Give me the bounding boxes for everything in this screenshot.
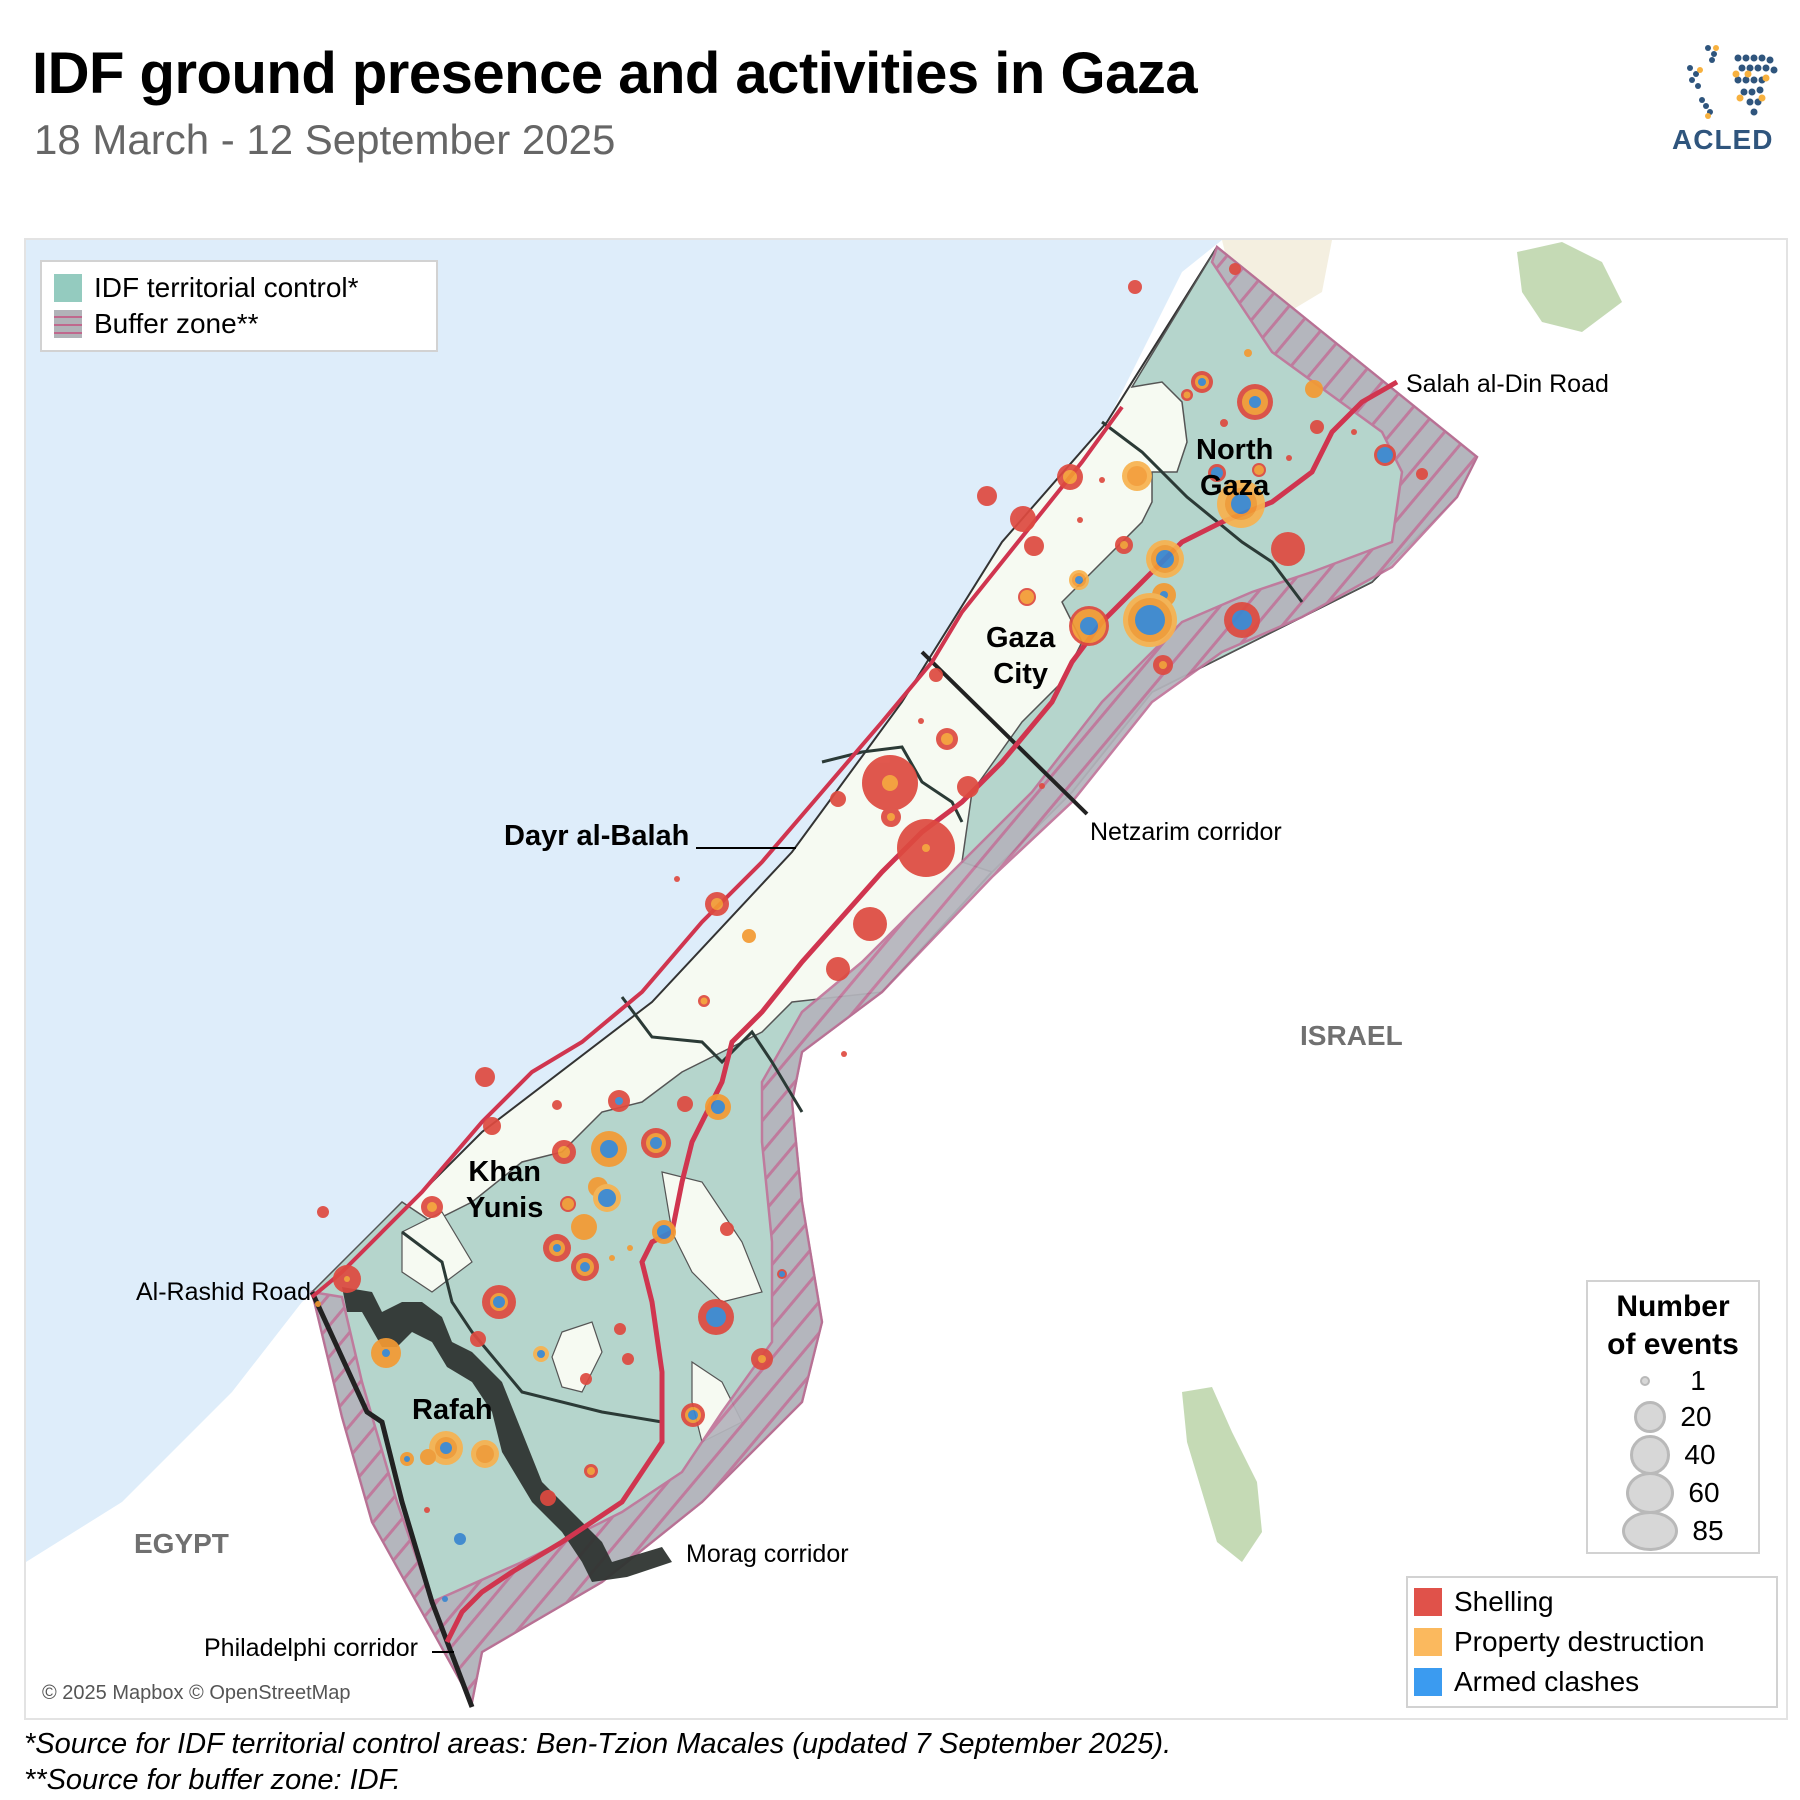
dayr-al-balah-leader-line: [696, 847, 796, 849]
size-legend-item: 40: [1588, 1435, 1758, 1475]
size-legend-item: 60: [1588, 1472, 1758, 1514]
category-legend-label: Armed clashes: [1454, 1666, 1640, 1697]
category-legend: Shelling Property destruction Armed clas…: [1406, 1576, 1778, 1708]
label-rafah-text: Rafah: [412, 1394, 493, 1426]
label-salah-al-din-road: Salah al-Din Road: [1406, 370, 1609, 398]
category-legend-item-clashes: Armed clashes: [1414, 1662, 1770, 1702]
size-legend-label: 60: [1688, 1477, 1720, 1508]
netzarim-corridor-line: [920, 650, 1089, 816]
label-north-gaza-line2: Gaza: [1200, 470, 1270, 502]
label-dayr-al-balah: Dayr al-Balah: [504, 818, 689, 854]
governorate-boundary: [401, 1230, 663, 1424]
morag-corridor: [342, 1287, 672, 1582]
zone-legend-label: IDF territorial control*: [94, 272, 359, 303]
map-attribution[interactable]: © 2025 Mapbox © OpenStreetMap: [34, 1678, 359, 1709]
property-destruction-swatch: [1414, 1628, 1442, 1656]
category-legend-item-shelling: Shelling: [1414, 1582, 1770, 1622]
size-circle-icon: [1630, 1435, 1671, 1475]
label-khan-yunis-line2: Yunis: [466, 1192, 544, 1224]
acled-logo-text: ACLED: [1672, 124, 1774, 155]
idf-control-swatch: [54, 274, 82, 302]
label-north-gaza: North Gaza: [1196, 432, 1273, 504]
size-legend: Number of events 1 20 40 60 85: [1586, 1280, 1760, 1554]
al-rashid-road: [310, 405, 1124, 1299]
label-morag-corridor: Morag corridor: [686, 1540, 849, 1568]
size-legend-item: 20: [1588, 1398, 1758, 1436]
size-legend-item: 85: [1588, 1511, 1758, 1551]
armed-clashes-swatch: [1414, 1668, 1442, 1696]
label-al-rashid-road: Al-Rashid Road: [136, 1278, 312, 1306]
size-legend-label: 85: [1692, 1515, 1724, 1546]
footnote-idf-control-source: *Source for IDF territorial control area…: [24, 1728, 1172, 1760]
label-egypt: EGYPT: [134, 1528, 229, 1559]
shelling-swatch: [1414, 1588, 1442, 1616]
philadelphi-leader-line: [432, 1651, 454, 1653]
size-circle-icon: [1640, 1376, 1651, 1386]
globe-icon: [1687, 45, 1778, 119]
category-legend-label: Shelling: [1454, 1586, 1554, 1617]
buffer-zone-swatch: [54, 310, 82, 338]
size-legend-item: 1: [1588, 1364, 1758, 1398]
map-canvas[interactable]: [26, 240, 1786, 1718]
size-circle-icon: [1626, 1472, 1675, 1514]
label-gaza-city-line1: Gaza: [986, 622, 1056, 654]
page-subtitle: 18 March - 12 September 2025: [34, 116, 616, 163]
zone-legend-label: Buffer zone**: [94, 308, 259, 339]
size-circle-icon: [1622, 1511, 1679, 1551]
category-legend-item-property: Property destruction: [1414, 1622, 1770, 1662]
size-legend-title-line1: Number: [1616, 1290, 1730, 1323]
size-legend-label: 1: [1690, 1365, 1706, 1396]
zone-legend-item-buffer: Buffer zone**: [54, 306, 424, 342]
label-north-gaza-line1: North: [1196, 434, 1274, 466]
label-gaza-city: Gaza City: [986, 620, 1055, 692]
label-gaza-city-line2: City: [993, 658, 1049, 690]
size-legend-title-line2: of events: [1607, 1328, 1739, 1361]
zone-legend-item-idf-control: IDF territorial control*: [54, 270, 424, 306]
governorate-boundary: [620, 996, 804, 1113]
label-khan-yunis-line1: Khan: [468, 1156, 541, 1188]
event-markers[interactable]: [315, 263, 1428, 1602]
israel-green-strip: [1182, 1387, 1262, 1562]
label-dayr-al-balah-text: Dayr al-Balah: [504, 820, 690, 852]
salah-al-din-road: [444, 379, 1399, 1644]
mediterranean-sea: [26, 240, 1222, 1562]
buffer-zone: [310, 244, 1479, 1706]
footnote-buffer-zone-source: **Source for buffer zone: IDF.: [24, 1764, 401, 1796]
page-title: IDF ground presence and activities in Ga…: [32, 41, 1198, 106]
label-netzarim-corridor: Netzarim corridor: [1090, 818, 1282, 846]
philadelphi-corridor-line: [309, 1290, 475, 1708]
label-khan-yunis: Khan Yunis: [466, 1154, 543, 1226]
zone-legend: IDF territorial control* Buffer zone**: [40, 260, 438, 352]
israel-green-area: [1517, 242, 1622, 332]
size-legend-label: 20: [1680, 1401, 1712, 1432]
uncontrolled-patch: [661, 1171, 763, 1303]
acled-logo: [1660, 28, 1790, 158]
label-israel: ISRAEL: [1300, 1020, 1403, 1051]
map[interactable]: IDF territorial control* Buffer zone** N…: [24, 238, 1788, 1720]
size-circle-icon: [1634, 1401, 1667, 1433]
governorate-boundary: [1101, 420, 1304, 603]
size-legend-label: 40: [1684, 1439, 1716, 1470]
label-philadelphi-corridor: Philadelphi corridor: [204, 1634, 419, 1662]
label-rafah: Rafah: [412, 1392, 493, 1428]
size-legend-title: Number of events: [1588, 1288, 1758, 1364]
category-legend-label: Property destruction: [1454, 1626, 1705, 1657]
